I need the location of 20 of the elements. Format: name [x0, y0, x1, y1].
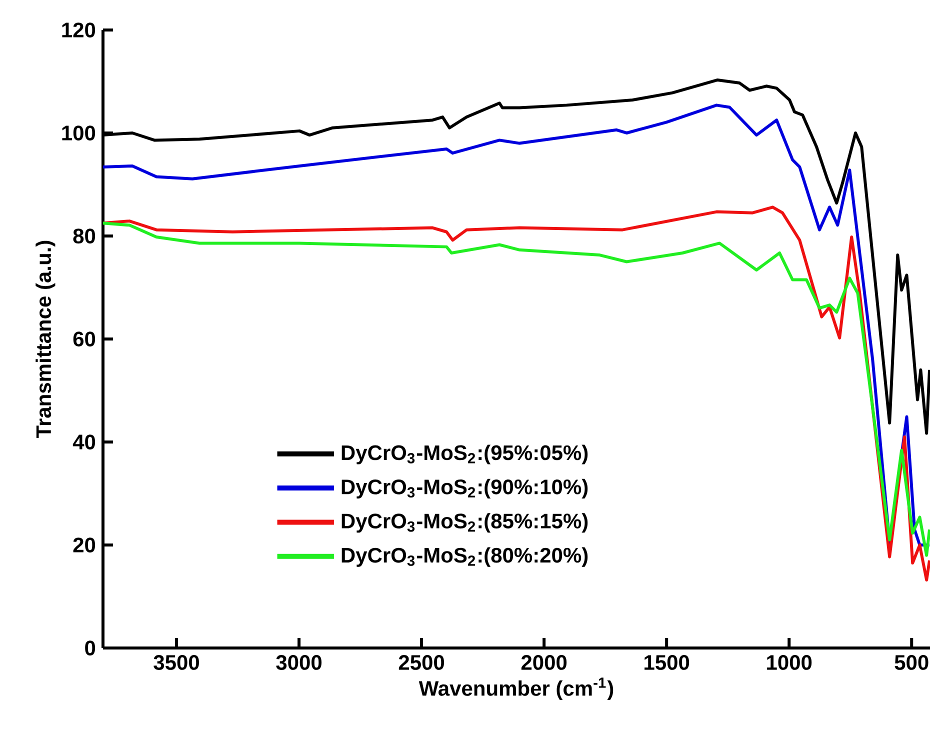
y-tick-label: 120: [62, 22, 96, 38]
y-tick-label: 80: [73, 228, 96, 244]
y-axis-title: Transmittance (a.u.): [36, 240, 56, 438]
x-tick-label: 2500: [398, 655, 444, 670]
legend-label: DyCrO$_{3}$-MoS$_{2}$:(80%:20%): [342, 547, 588, 567]
x-tick-label: 500: [894, 655, 928, 670]
legend-label: DyCrO$_{3}$-MoS$_{2}$:(85%:15%): [342, 513, 588, 533]
x-tick-label: 3500: [154, 655, 199, 670]
legend-label: DyCrO$_{3}$-MoS$_{2}$:(95%:05%): [342, 444, 588, 464]
y-tick-label: 60: [73, 332, 96, 346]
y-tick-label: 40: [72, 434, 96, 450]
y-tick-label: 100: [62, 126, 96, 140]
x-axis-title: Wavenumber (cm$^{-1}$): [418, 678, 614, 700]
legend-label: DyCrO$_{3}$-MoS$_{2}$:(90%:10%): [342, 478, 588, 498]
x-tick-label: 2000: [521, 655, 567, 670]
x-tick-label: 1500: [644, 655, 690, 670]
x-tick-label: 3000: [276, 655, 322, 670]
y-tick-label: 0: [85, 640, 96, 656]
y-tick-label: 20: [73, 538, 96, 552]
x-tick-label: 1000: [767, 655, 812, 670]
